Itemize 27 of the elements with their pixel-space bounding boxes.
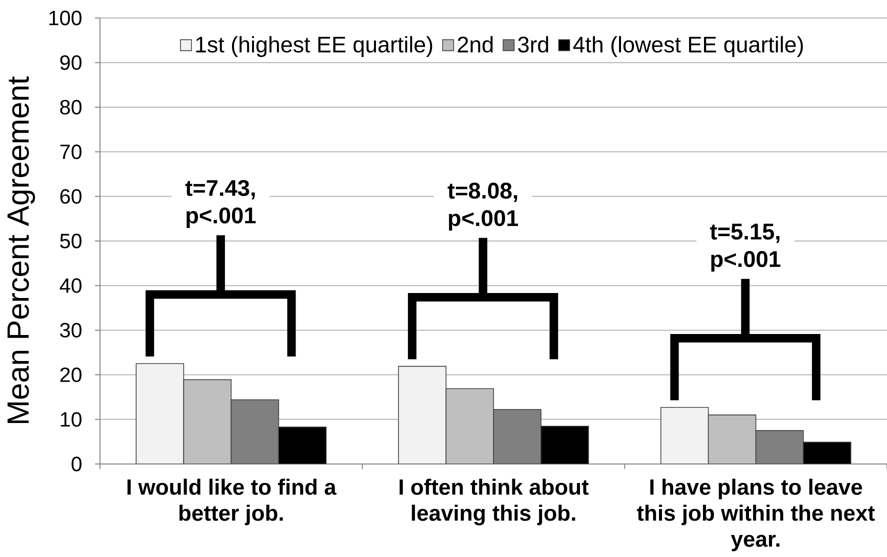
y-tick-label: 30 xyxy=(60,322,82,338)
y-tick-label: 40 xyxy=(60,278,82,293)
y-tick-label: 0 xyxy=(72,456,82,472)
y-tick-label: 60 xyxy=(60,189,82,204)
x-tick-label: I have plans to leave this job within the next year. xyxy=(636,478,875,552)
legend-label: 3rd xyxy=(518,36,548,53)
y-tick-label: 90 xyxy=(60,55,82,70)
y-tick-label: 50 xyxy=(60,234,82,248)
y-tick-label: 80 xyxy=(60,100,82,115)
y-axis-title: Mean Percent Agreement xyxy=(8,76,36,424)
legend-label: 4th (lowest EE quartile) xyxy=(573,36,803,57)
bar xyxy=(802,442,852,464)
annotation: t=5.15, p<.001 xyxy=(710,224,780,272)
bar xyxy=(446,388,494,464)
bar xyxy=(540,426,589,464)
annotation: t=7.43, p<.001 xyxy=(185,180,256,228)
y-tick-label: 100 xyxy=(49,10,82,26)
legend-label: 2nd xyxy=(458,36,493,53)
bar xyxy=(183,379,232,464)
y-tick-label: 20 xyxy=(60,367,82,382)
y-tick-label: 10 xyxy=(60,412,82,427)
annotation: t=8.08, p<.001 xyxy=(448,182,518,231)
bar xyxy=(278,426,327,464)
x-tick-label: I often think about leaving this job. xyxy=(400,478,589,526)
y-tick-label: 70 xyxy=(60,144,82,160)
legend-label: 1st (highest EE quartile) xyxy=(196,36,432,57)
x-tick-label: I would like to find a better job. xyxy=(128,478,336,526)
